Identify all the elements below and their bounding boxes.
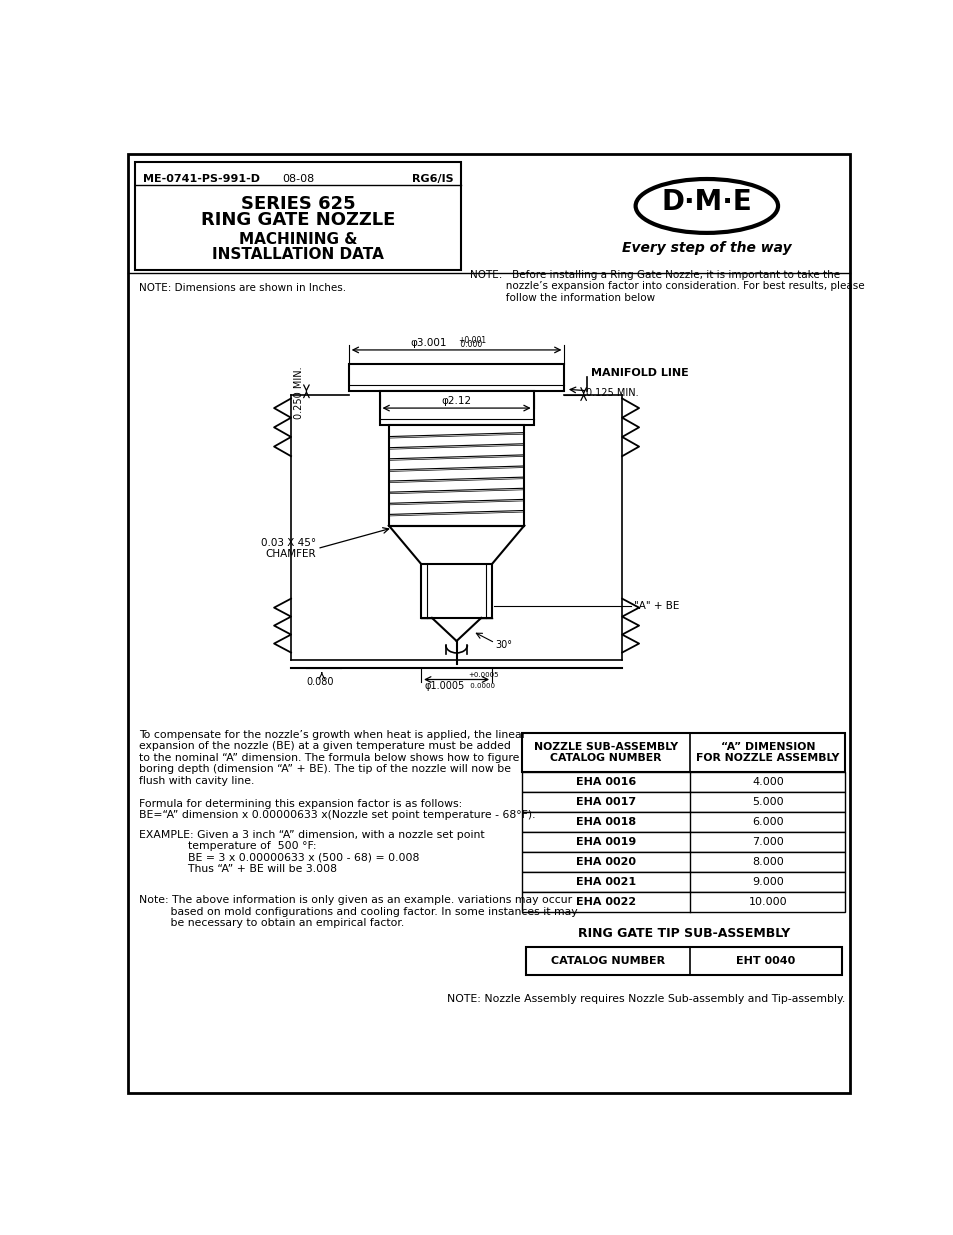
Text: +0.0005: +0.0005: [468, 672, 498, 678]
Text: φ1.0005: φ1.0005: [423, 680, 464, 692]
Text: 0.000: 0.000: [457, 340, 482, 350]
Bar: [521, 734, 844, 772]
Text: INSTALLATION DATA: INSTALLATION DATA: [212, 247, 383, 262]
Text: 0.080: 0.080: [306, 677, 334, 687]
Text: NOTE:   Before installing a Ring Gate Nozzle, it is important to take the
      : NOTE: Before installing a Ring Gate Nozz…: [469, 270, 863, 303]
Text: EHT 0040: EHT 0040: [736, 956, 795, 966]
Bar: [521, 772, 844, 792]
Text: +0.001: +0.001: [457, 336, 486, 345]
Text: SERIES 625: SERIES 625: [240, 195, 355, 214]
Ellipse shape: [635, 179, 778, 233]
Bar: [379, 390, 533, 425]
Text: 9.000: 9.000: [751, 877, 782, 887]
Bar: [525, 947, 841, 976]
Bar: [521, 892, 844, 911]
Text: Note: The above information is only given as an example. variations may occur
  : Note: The above information is only give…: [138, 895, 577, 929]
Bar: [521, 852, 844, 872]
Text: RING GATE NOZZLE: RING GATE NOZZLE: [200, 211, 395, 228]
Text: 6.000: 6.000: [751, 816, 782, 827]
Text: D·M·E: D·M·E: [660, 188, 751, 216]
Bar: [521, 832, 844, 852]
Text: EHA 0022: EHA 0022: [576, 897, 636, 906]
Bar: [420, 564, 492, 618]
Text: 0.250 MIN.: 0.250 MIN.: [294, 367, 304, 419]
Text: 08-08: 08-08: [281, 174, 314, 184]
Text: ME-0741-PS-991-D: ME-0741-PS-991-D: [143, 174, 260, 184]
Text: 7.000: 7.000: [751, 837, 782, 847]
Bar: [349, 364, 564, 390]
Text: MACHINING &: MACHINING &: [238, 231, 356, 247]
Text: RING GATE TIP SUB-ASSEMBLY: RING GATE TIP SUB-ASSEMBLY: [577, 927, 789, 940]
Text: EHA 0016: EHA 0016: [576, 777, 636, 787]
Text: 8.000: 8.000: [751, 857, 782, 867]
Bar: [521, 792, 844, 811]
Text: Every step of the way: Every step of the way: [621, 241, 791, 256]
Text: “A” DIMENSION
FOR NOZZLE ASSEMBLY: “A” DIMENSION FOR NOZZLE ASSEMBLY: [696, 742, 839, 763]
Text: 0.125 MIN.: 0.125 MIN.: [585, 388, 638, 398]
Text: "A" + BE: "A" + BE: [633, 601, 679, 611]
Text: 5.000: 5.000: [751, 797, 782, 806]
Text: NOZZLE SUB-ASSEMBLY
CATALOG NUMBER: NOZZLE SUB-ASSEMBLY CATALOG NUMBER: [534, 742, 678, 763]
Text: 0.0000: 0.0000: [468, 683, 495, 689]
Bar: [521, 872, 844, 892]
Bar: [389, 425, 524, 526]
Text: EHA 0021: EHA 0021: [576, 877, 636, 887]
Text: CATALOG NUMBER: CATALOG NUMBER: [551, 956, 664, 966]
Text: RG6/IS: RG6/IS: [412, 174, 453, 184]
Text: 30°: 30°: [495, 640, 512, 650]
Text: EHA 0020: EHA 0020: [576, 857, 636, 867]
Text: NOTE: Nozzle Assembly requires Nozzle Sub-assembly and Tip-assembly.: NOTE: Nozzle Assembly requires Nozzle Su…: [447, 994, 844, 1004]
Text: 0.03 X 45°
CHAMFER: 0.03 X 45° CHAMFER: [260, 537, 315, 559]
Text: Formula for determining this expansion factor is as follows:
BE=“A” dimension x : Formula for determining this expansion f…: [138, 799, 535, 820]
Text: φ2.12: φ2.12: [441, 395, 471, 406]
Text: MANIFOLD LINE: MANIFOLD LINE: [591, 368, 688, 378]
Text: φ3.001: φ3.001: [411, 338, 447, 348]
Bar: [135, 162, 460, 270]
Text: To compensate for the nozzle’s growth when heat is applied, the linear
expansion: To compensate for the nozzle’s growth wh…: [138, 730, 525, 785]
Bar: [521, 811, 844, 832]
Text: 10.000: 10.000: [748, 897, 786, 906]
Text: EHA 0019: EHA 0019: [576, 837, 636, 847]
Text: 4.000: 4.000: [751, 777, 782, 787]
Text: EHA 0018: EHA 0018: [576, 816, 636, 827]
Text: EXAMPLE: Given a 3 inch “A” dimension, with a nozzle set point
              tem: EXAMPLE: Given a 3 inch “A” dimension, w…: [138, 830, 484, 874]
Text: NOTE: Dimensions are shown in Inches.: NOTE: Dimensions are shown in Inches.: [138, 283, 345, 293]
Text: EHA 0017: EHA 0017: [576, 797, 636, 806]
